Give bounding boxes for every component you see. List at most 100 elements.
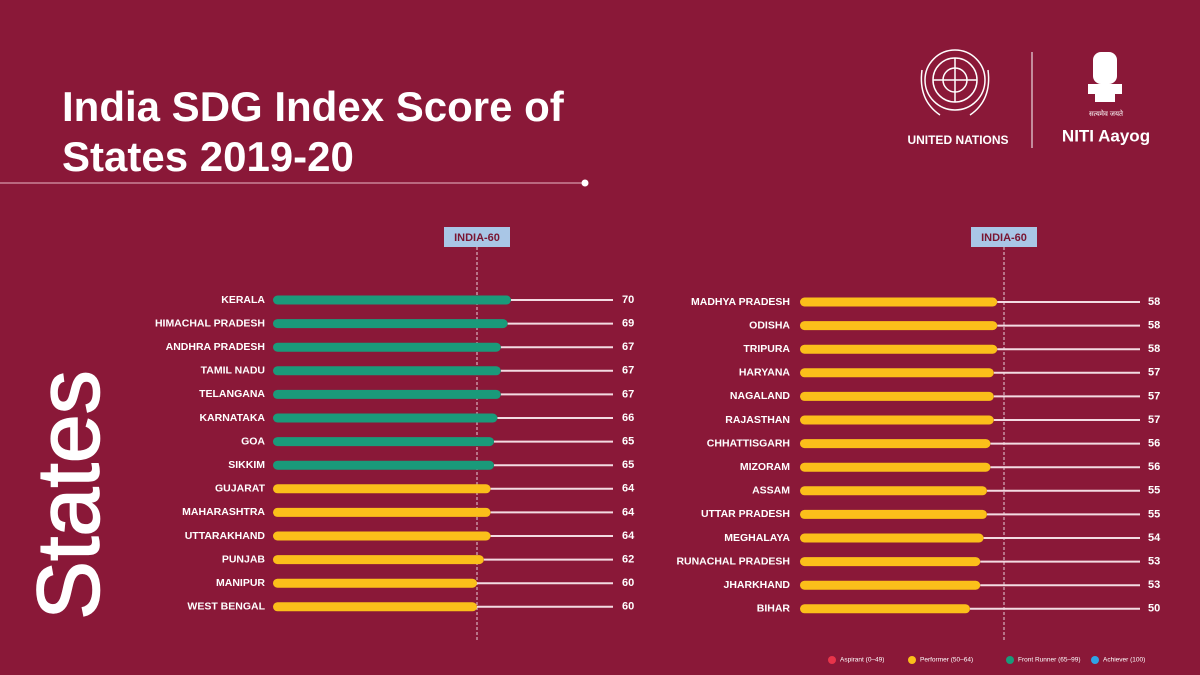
motto: सत्यमेव जयते (1089, 109, 1124, 118)
reference-box (444, 227, 510, 247)
value-label: 50 (1148, 603, 1160, 615)
value-label: 66 (622, 412, 634, 424)
value-label: 58 (1148, 343, 1160, 355)
legend-label: Front Runner (65–99) (1018, 657, 1081, 664)
value-label: 56 (1148, 438, 1160, 450)
value-label: 67 (622, 365, 634, 377)
bar (800, 368, 994, 378)
category-label: ASSAM (752, 485, 790, 497)
category-label: MEGHALAYA (724, 532, 790, 544)
category-label: ANDHRA PRADESH (166, 341, 265, 353)
bar (800, 391, 994, 401)
bar (273, 578, 477, 588)
value-label: 53 (1148, 556, 1160, 568)
legend-swatch (908, 656, 916, 664)
bar (273, 366, 501, 376)
value-label: 57 (1148, 414, 1160, 426)
bar (273, 389, 501, 399)
bar (800, 486, 987, 496)
value-label: 69 (622, 318, 634, 330)
category-label: TAMIL NADU (201, 365, 265, 377)
category-label: MIZORAM (740, 461, 790, 473)
bar (800, 297, 998, 307)
category-label: HARYANA (739, 367, 791, 379)
title: India SDG Index Score of States 2019-20 (62, 83, 564, 180)
value-label: 60 (622, 577, 634, 589)
bar (273, 319, 508, 329)
value-label: 55 (1148, 485, 1160, 497)
bar (273, 295, 511, 305)
category-label: SIKKIM (228, 459, 265, 471)
bar (273, 484, 491, 494)
legend-swatch (1091, 656, 1099, 664)
legend-label: Achiever (100) (1103, 657, 1145, 664)
bar (800, 604, 970, 614)
reference-label: INDIA-60 (981, 232, 1027, 244)
emblem (1088, 52, 1122, 102)
un-emblem (920, 49, 990, 116)
category-label: RAJASTHAN (725, 414, 790, 426)
category-label: CHHATTISGARH (707, 437, 790, 449)
value-label: 55 (1148, 508, 1160, 520)
reference-label: INDIA-60 (454, 232, 500, 244)
category-label: RUNACHAL PRADESH (676, 555, 790, 567)
value-label: 67 (622, 388, 634, 400)
bar (273, 555, 484, 565)
legend-swatch (828, 656, 836, 664)
bar (273, 507, 491, 517)
un-label: UNITED NATIONS (907, 133, 1008, 147)
bar (800, 462, 991, 472)
category-label: MADHYA PRADESH (691, 296, 790, 308)
bar (800, 321, 998, 331)
value-label: 64 (622, 530, 635, 542)
category-label: MAHARASHTRA (182, 506, 265, 518)
value-label: 67 (622, 341, 634, 353)
category-label: GUJARAT (215, 483, 266, 495)
bar (273, 460, 494, 470)
value-label: 60 (622, 601, 634, 613)
value-label: 65 (622, 459, 634, 471)
value-label: 58 (1148, 296, 1160, 308)
reference-box (971, 227, 1037, 247)
category-label: ODISHA (749, 319, 790, 331)
value-label: 62 (622, 554, 634, 566)
rule-dot (581, 179, 589, 187)
value-label: 64 (622, 506, 635, 518)
category-label: JHARKHAND (723, 579, 790, 591)
axis-label: States (18, 370, 117, 619)
bar (273, 437, 494, 447)
category-label: MANIPUR (216, 577, 265, 589)
category-label: TRIPURA (743, 343, 790, 355)
category-label: TELANGANA (199, 388, 265, 400)
bar (273, 413, 498, 423)
category-label: PUNJAB (222, 553, 266, 565)
bar (800, 439, 991, 449)
niti-label: NITI Aayog (1062, 126, 1150, 145)
category-label: GOA (241, 435, 265, 447)
bar (273, 602, 477, 612)
legend-label: Performer (50–64) (920, 657, 973, 664)
value-label: 58 (1148, 320, 1160, 332)
value-label: 65 (622, 436, 634, 448)
bar (800, 533, 984, 543)
value-label: 54 (1148, 532, 1161, 544)
category-label: KARNATAKA (199, 412, 265, 424)
value-label: 70 (622, 294, 634, 306)
category-label: HIMACHAL PRADESH (155, 317, 265, 329)
bar (800, 509, 987, 519)
value-label: 57 (1148, 367, 1160, 379)
value-label: 53 (1148, 579, 1160, 591)
category-label: UTTAR PRADESH (701, 508, 790, 520)
category-label: NAGALAND (730, 390, 790, 402)
category-label: UTTARAKHAND (185, 530, 266, 542)
bar (800, 344, 998, 354)
category-label: KERALA (221, 294, 265, 306)
value-label: 64 (622, 483, 635, 495)
bar (800, 415, 994, 425)
category-label: BIHAR (757, 603, 791, 615)
bar (800, 557, 981, 567)
legend-swatch (1006, 656, 1014, 664)
category-label: WEST BENGAL (187, 601, 265, 613)
